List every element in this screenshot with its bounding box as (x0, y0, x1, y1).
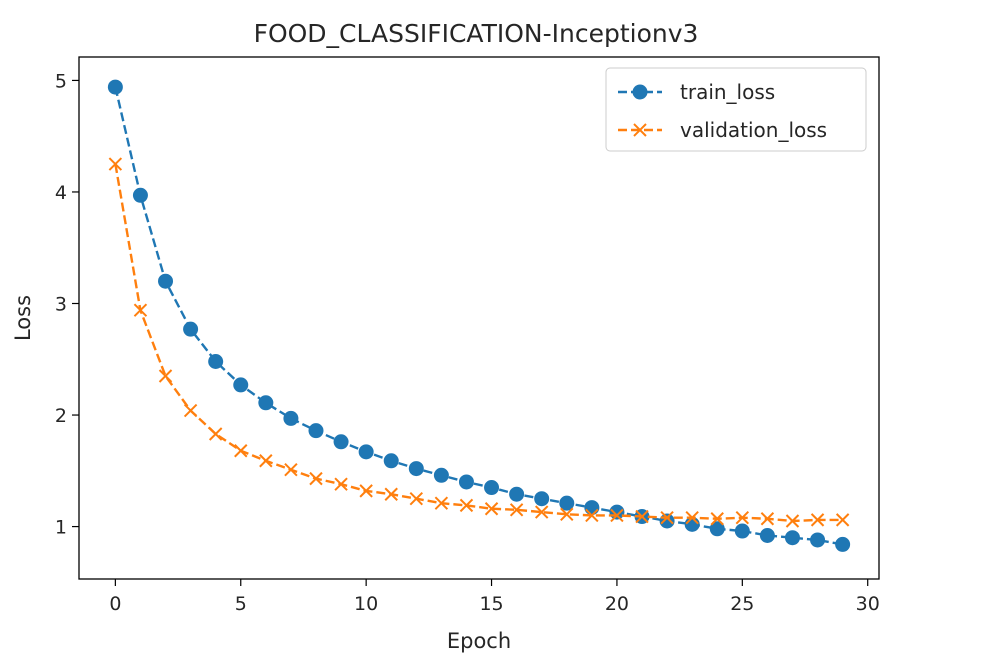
data-point-validation-loss (835, 513, 850, 527)
data-point-train-loss (408, 461, 424, 477)
y-axis: 1 2 3 4 5 (55, 70, 79, 539)
data-point-train-loss (559, 495, 575, 511)
legend-marker-train-loss (632, 84, 648, 100)
data-point-validation-loss (685, 510, 699, 525)
data-point-validation-loss (158, 369, 173, 383)
data-point-train-loss (132, 187, 148, 203)
data-point-train-loss (534, 491, 550, 507)
data-point-train-loss (258, 395, 274, 411)
y-tick-label: 3 (55, 294, 67, 316)
x-tick-label: 10 (354, 593, 378, 615)
x-tick-label: 30 (856, 593, 880, 615)
data-point-validation-loss (735, 510, 750, 525)
data-point-validation-loss (534, 505, 549, 519)
data-point-validation-loss (284, 462, 298, 477)
data-point-validation-loss (585, 508, 599, 523)
data-point-train-loss (358, 444, 374, 460)
data-point-train-loss (283, 410, 299, 426)
data-point-train-loss (835, 536, 851, 552)
data-point-train-loss (810, 532, 826, 548)
data-point-train-loss (659, 513, 675, 529)
data-point-train-loss (308, 423, 324, 439)
data-point-validation-loss (133, 303, 148, 317)
legend: train_loss validation_loss (605, 67, 867, 152)
x-axis: 0 5 10 15 20 25 30 (109, 579, 880, 615)
data-point-train-loss (784, 530, 800, 546)
data-point-validation-loss (660, 510, 674, 525)
x-tick-label: 25 (730, 593, 754, 615)
data-point-train-loss (759, 528, 775, 543)
legend-marker-validation-loss (633, 123, 647, 137)
x-axis-label: Epoch (447, 629, 511, 653)
plot-area (107, 79, 851, 552)
y-tick-label: 4 (55, 182, 67, 204)
data-point-validation-loss (309, 471, 323, 486)
data-point-validation-loss (208, 427, 223, 441)
data-point-train-loss (107, 79, 123, 95)
x-tick-label: 20 (605, 593, 629, 615)
axes-frame (78, 56, 880, 580)
data-point-validation-loss (509, 503, 524, 517)
data-point-train-loss (383, 453, 399, 469)
data-point-train-loss (584, 500, 600, 516)
data-point-train-loss (158, 273, 174, 289)
data-point-train-loss (333, 434, 349, 450)
data-point-validation-loss (610, 508, 624, 523)
data-point-validation-loss (459, 498, 474, 513)
data-point-validation-loss (810, 513, 825, 527)
y-tick-label: 1 (55, 517, 67, 539)
y-axis-label: Loss (11, 295, 35, 341)
data-point-train-loss (734, 523, 750, 539)
data-point-validation-loss (760, 512, 775, 526)
data-point-validation-loss (108, 157, 123, 171)
data-point-validation-loss (334, 477, 348, 491)
x-tick-label: 5 (235, 593, 247, 615)
data-point-validation-loss (259, 454, 273, 468)
data-point-validation-loss (635, 509, 649, 524)
data-point-train-loss (208, 354, 224, 369)
data-point-validation-loss (359, 484, 373, 498)
legend-label-validation-loss: validation_loss (680, 118, 827, 142)
x-tick-label: 0 (109, 593, 121, 615)
data-point-validation-loss (183, 403, 198, 418)
data-point-validation-loss (234, 444, 248, 458)
data-point-train-loss (609, 504, 625, 520)
x-tick-label: 15 (479, 593, 503, 615)
data-point-train-loss (458, 474, 474, 490)
data-point-train-loss (484, 480, 500, 496)
data-point-validation-loss (434, 496, 449, 510)
data-point-train-loss (684, 516, 700, 532)
data-point-validation-loss (560, 507, 574, 522)
data-point-train-loss (233, 377, 249, 393)
data-point-train-loss (509, 486, 525, 502)
data-point-validation-loss (785, 514, 800, 528)
y-tick-label: 2 (55, 405, 67, 427)
data-point-train-loss (709, 521, 725, 537)
data-point-validation-loss (710, 512, 724, 526)
data-point-validation-loss (484, 502, 499, 516)
legend-box (605, 67, 867, 152)
legend-x-marker (633, 123, 647, 137)
data-point-validation-loss (384, 487, 398, 501)
data-point-train-loss (183, 321, 199, 337)
chart-title: FOOD_CLASSIFICATION-Inceptionv3 (254, 19, 699, 48)
data-point-train-loss (433, 467, 449, 483)
legend-label-train-loss: train_loss (680, 80, 775, 104)
y-tick-label: 5 (55, 70, 67, 92)
data-point-validation-loss (409, 491, 424, 506)
